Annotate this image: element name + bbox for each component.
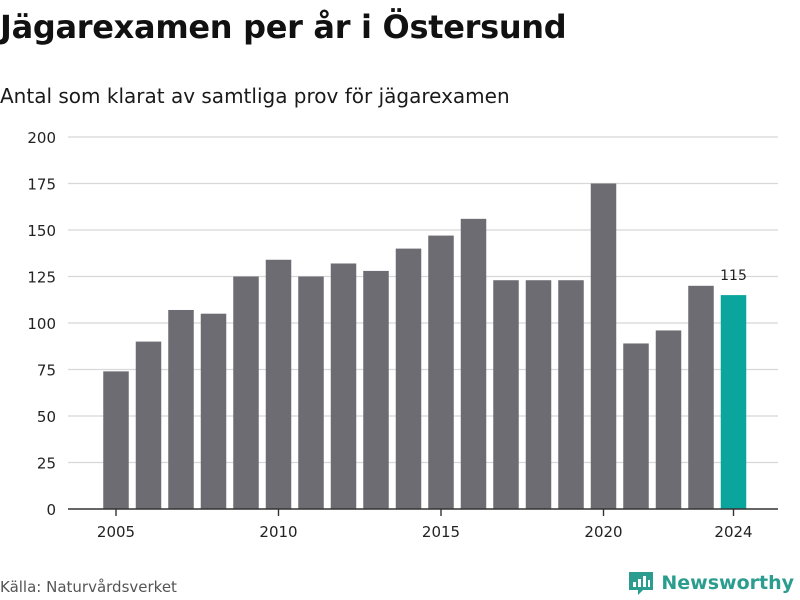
chart-subtitle: Antal som klarat av samtliga prov för jä… <box>0 84 510 108</box>
bar-2005 <box>103 371 129 509</box>
bar-2013 <box>363 270 389 509</box>
data-label-2024: 115 <box>720 268 747 284</box>
x-axis: 2005 2010 2015 2020 2024 <box>68 508 778 541</box>
bar-2020 <box>590 183 617 509</box>
y-tick-label: 25 <box>37 455 56 473</box>
y-tick-label: 175 <box>27 176 56 194</box>
y-tick-label: 100 <box>27 315 56 333</box>
bar-2012 <box>330 263 357 509</box>
bar-2008 <box>200 313 227 509</box>
brand-logo[interactable]: Newsworthy <box>628 568 794 598</box>
x-tick-label: 2024 <box>714 523 752 541</box>
newsworthy-icon <box>629 572 654 595</box>
bar-2022 <box>655 330 682 509</box>
y-tick-label: 125 <box>27 269 56 287</box>
x-tick-label: 2010 <box>259 523 297 541</box>
y-tick-label: 200 <box>27 129 56 147</box>
bars <box>103 183 747 509</box>
y-tick-label: 150 <box>27 222 56 240</box>
bar-2018 <box>525 280 552 509</box>
bar-2014 <box>395 248 422 509</box>
x-tick-label: 2005 <box>97 523 135 541</box>
x-tick-label: 2020 <box>584 523 622 541</box>
bar-2006 <box>135 341 162 509</box>
bar-2023 <box>688 285 714 509</box>
bar-2024 <box>720 295 747 509</box>
y-axis-ticks: 0 25 50 75 100 125 150 175 200 <box>27 129 56 519</box>
bar-2007 <box>168 309 194 509</box>
bar-2015 <box>428 235 454 509</box>
data-labels: 115 <box>720 268 747 284</box>
bar-2019 <box>558 280 584 509</box>
bar-2010 <box>265 259 292 509</box>
y-tick-label: 50 <box>37 408 56 426</box>
bar-2016 <box>460 218 487 509</box>
chart-title: Jägarexamen per år i Östersund <box>0 8 567 46</box>
bar-2021 <box>623 343 649 509</box>
bar-2011 <box>298 276 324 509</box>
brand-name: Newsworthy <box>661 572 794 594</box>
x-tick-label: 2015 <box>422 523 460 541</box>
source-note: Källa: Naturvårdsverket <box>0 578 177 596</box>
y-tick-label: 0 <box>46 501 56 519</box>
bar-2017 <box>493 280 519 509</box>
y-tick-label: 75 <box>37 362 56 380</box>
bar-2009 <box>233 276 259 509</box>
